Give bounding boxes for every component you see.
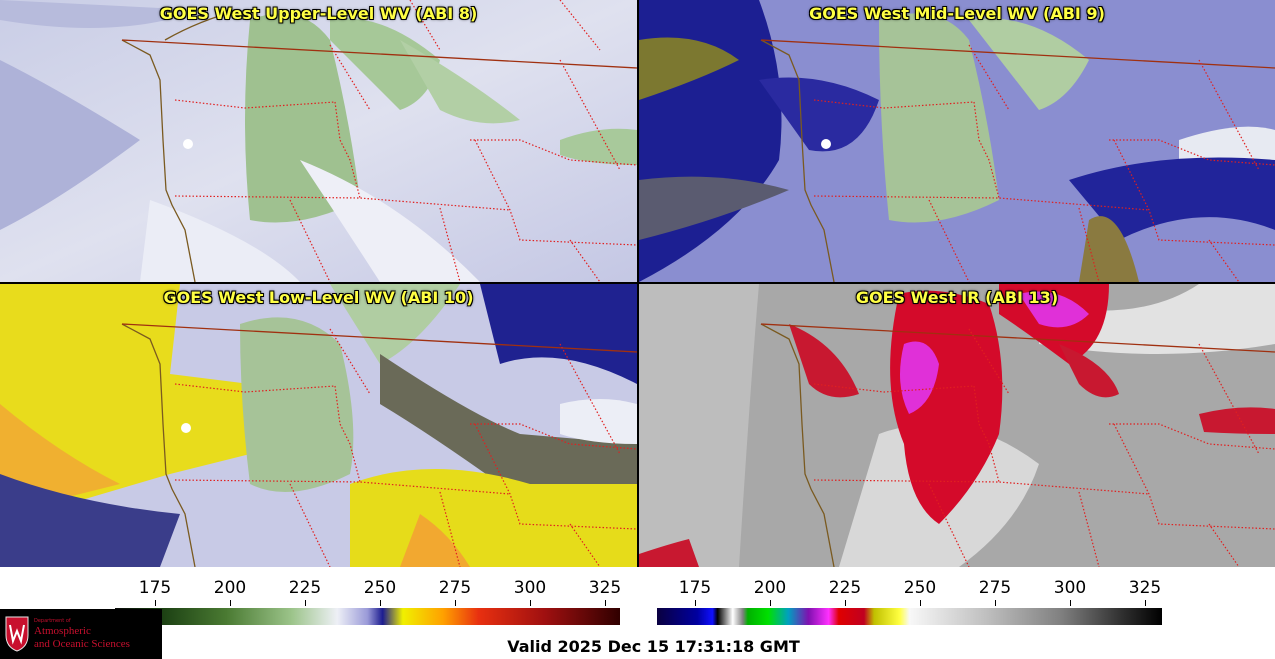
- wv-tick: 225: [288, 578, 322, 598]
- wv-tick: 300: [513, 578, 547, 598]
- upper-level-wv-image: [0, 0, 637, 282]
- ir-tick: 200: [753, 578, 787, 598]
- ir-tick: 275: [978, 578, 1012, 598]
- ir-title: GOES West IR (ABI 13): [855, 288, 1059, 307]
- wv-tickmark: [380, 600, 381, 606]
- upper-level-wv-title: GOES West Upper-Level WV (ABI 8): [159, 4, 478, 23]
- ir-tickmark: [1145, 600, 1146, 606]
- low-level-wv-image: [0, 284, 637, 567]
- panel-low-level-wv: GOES West Low-Level WV (ABI 10): [0, 284, 637, 567]
- wv-colorbar: [115, 608, 620, 625]
- ir-colorbar: [657, 608, 1162, 625]
- valid-time: Valid 2025 Dec 15 17:31:18 GMT: [507, 637, 800, 656]
- wv-tick: 325: [588, 578, 622, 598]
- ir-tickmark: [1070, 600, 1071, 606]
- wv-tickmark: [530, 600, 531, 606]
- ir-tickmark: [695, 600, 696, 606]
- panel-ir: GOES West IR (ABI 13): [639, 284, 1275, 567]
- wv-tick: 200: [213, 578, 247, 598]
- ir-tick: 225: [828, 578, 862, 598]
- wv-tickmark: [605, 600, 606, 606]
- ir-tick: 325: [1128, 578, 1162, 598]
- logo-line1: Atmospheric: [34, 625, 91, 637]
- wv-tick: 175: [138, 578, 172, 598]
- department-logo: Department of Atmospheric and Oceanic Sc…: [0, 609, 162, 659]
- panel-upper-level-wv: GOES West Upper-Level WV (ABI 8): [0, 0, 637, 282]
- ir-tick: 175: [678, 578, 712, 598]
- wv-colorbar-ticks: 175 200 225 250 275 300 325: [115, 574, 622, 606]
- wv-tick: 250: [363, 578, 397, 598]
- panel-divider-horizontal: [0, 282, 1275, 284]
- ir-colorbar-ticks: 175 200 225 250 275 300 325: [657, 574, 1162, 606]
- mid-level-wv-title: GOES West Mid-Level WV (ABI 9): [809, 4, 1105, 23]
- mid-level-wv-image: [639, 0, 1275, 282]
- uw-crest-icon: [5, 616, 29, 652]
- wv-tickmark: [155, 600, 156, 606]
- logo-dept-text: Department of: [34, 618, 71, 624]
- wv-tick: 275: [438, 578, 472, 598]
- wv-tickmark: [230, 600, 231, 606]
- ir-tickmark: [920, 600, 921, 606]
- panel-mid-level-wv: GOES West Mid-Level WV (ABI 9): [639, 0, 1275, 282]
- ir-image: [639, 284, 1275, 567]
- low-level-wv-title: GOES West Low-Level WV (ABI 10): [163, 288, 474, 307]
- ir-tick: 300: [1053, 578, 1087, 598]
- wv-tickmark: [455, 600, 456, 606]
- ir-tickmark: [770, 600, 771, 606]
- ir-tickmark: [845, 600, 846, 606]
- wv-tickmark: [305, 600, 306, 606]
- ir-tick: 250: [903, 578, 937, 598]
- logo-line2: and Oceanic Sciences: [34, 638, 130, 650]
- ir-tickmark: [995, 600, 996, 606]
